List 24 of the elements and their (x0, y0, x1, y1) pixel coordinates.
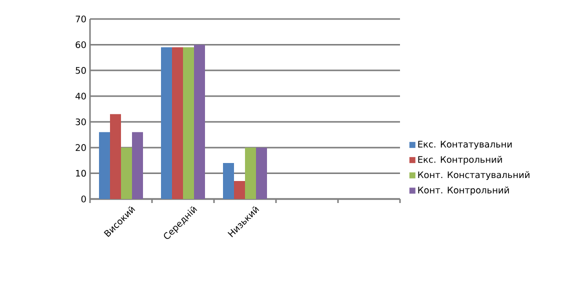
bar (161, 47, 172, 199)
bar (132, 132, 143, 199)
bar (172, 47, 183, 199)
legend-label: Екс. Контатувальни (418, 140, 512, 150)
bar (223, 163, 234, 199)
y-tick-label: 0 (81, 196, 86, 202)
y-tick-label: 10 (76, 170, 86, 177)
bar (256, 148, 267, 199)
y-tick-label: 40 (76, 92, 86, 100)
bar (234, 181, 245, 199)
legend-label: Конт. Контрольний (418, 186, 509, 196)
legend-label: Екс. Контрольний (418, 156, 502, 165)
bar (183, 47, 194, 199)
bar (110, 114, 121, 199)
y-tick-label: 30 (76, 118, 86, 126)
bar (99, 132, 110, 199)
y-tick-label: 60 (76, 41, 86, 48)
bar (194, 44, 205, 199)
y-tick-label: 50 (76, 67, 86, 74)
bar (121, 148, 132, 199)
y-tick-label: 20 (76, 144, 86, 151)
legend-label: Конт. Констатувальний (418, 171, 530, 180)
y-tick-label: 70 (76, 16, 86, 22)
bar (245, 148, 256, 199)
